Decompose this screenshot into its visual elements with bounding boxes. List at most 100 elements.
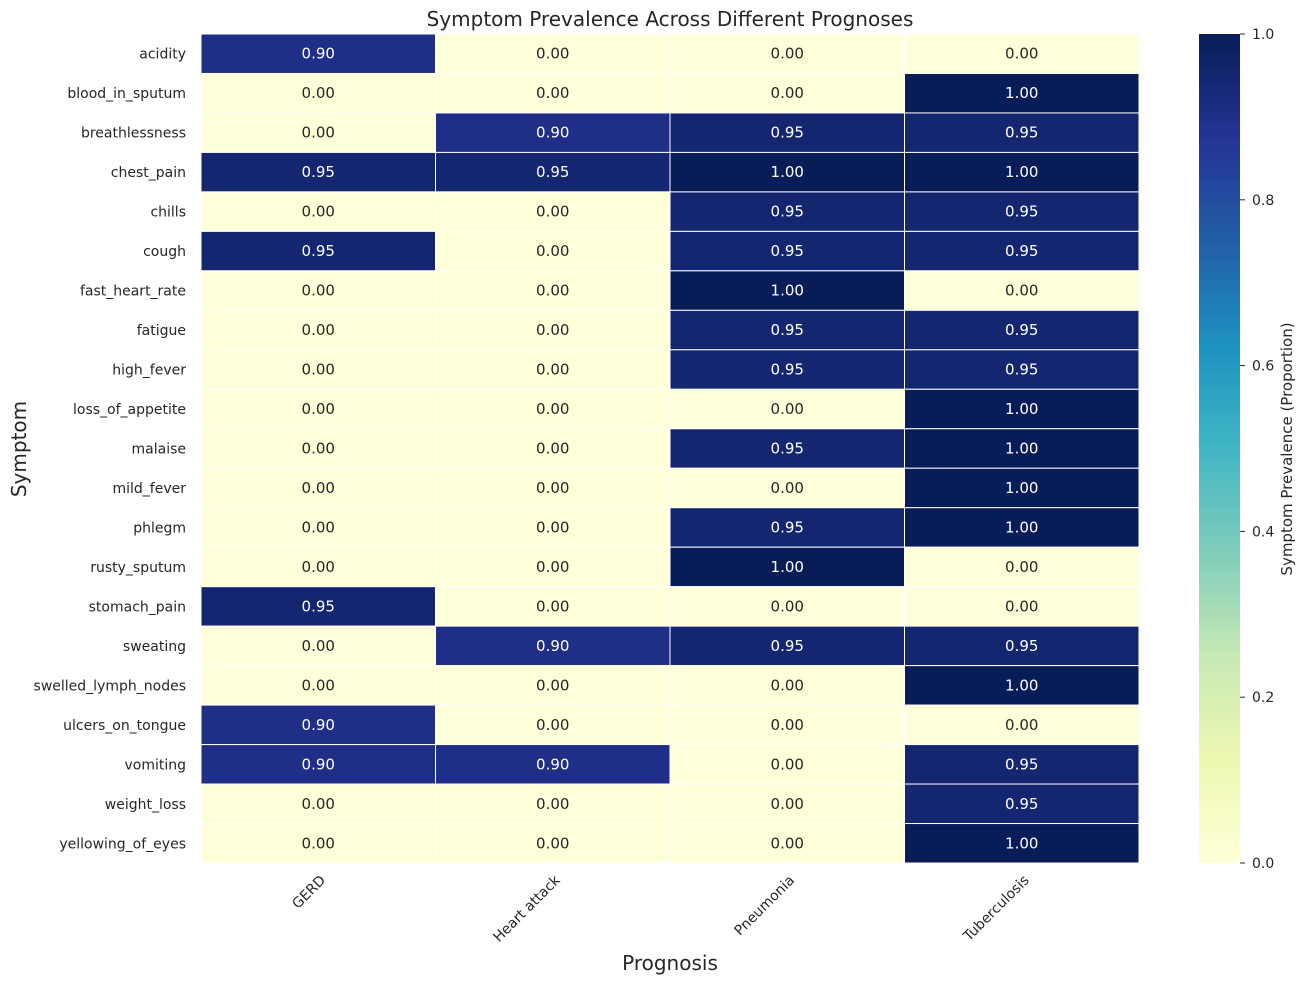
cell-value-label: 0.95 bbox=[771, 518, 804, 536]
y-tick-label: high_fever bbox=[112, 363, 186, 379]
cell-value-label: 0.90 bbox=[302, 716, 335, 734]
y-tick-label: swelled_lymph_nodes bbox=[34, 678, 186, 694]
heatmap-cell bbox=[435, 546, 671, 588]
cell-value-label: 0.00 bbox=[536, 518, 569, 536]
heatmap-cell bbox=[669, 744, 905, 785]
heatmap-cell bbox=[669, 388, 905, 430]
heatmap-cell bbox=[669, 467, 905, 509]
cell-value-label: 1.00 bbox=[771, 163, 804, 181]
heatmap-cell bbox=[200, 388, 436, 430]
cell-value-label: 0.00 bbox=[536, 479, 569, 497]
heatmap-cell bbox=[200, 230, 436, 272]
y-tick-label: mild_fever bbox=[113, 481, 187, 497]
x-axis-title: Prognosis bbox=[622, 951, 718, 975]
y-tick-label: rusty_sputum bbox=[90, 560, 186, 576]
y-tick-label: cough bbox=[143, 244, 186, 260]
heatmap-cell bbox=[435, 704, 671, 746]
y-tick-label: sweating bbox=[123, 639, 186, 655]
y-tick-label: malaise bbox=[132, 442, 186, 458]
cell-value-label: 0.00 bbox=[1005, 558, 1038, 576]
heatmap-cell bbox=[669, 546, 905, 588]
y-tick-label: weight_loss bbox=[105, 797, 186, 813]
cell-value-label: 0.00 bbox=[771, 676, 804, 694]
y-tick-label: stomach_pain bbox=[89, 599, 186, 615]
colorbar-tick-label: 0.8 bbox=[1252, 193, 1274, 209]
heatmap-cell bbox=[200, 309, 436, 351]
heatmap-cell bbox=[435, 230, 671, 272]
cell-value-label: 0.00 bbox=[536, 282, 569, 300]
cell-value-label: 1.00 bbox=[1005, 84, 1038, 102]
cell-value-label: 1.00 bbox=[1005, 518, 1038, 536]
cell-value-label: 0.95 bbox=[302, 597, 335, 615]
heatmap-cell bbox=[435, 33, 671, 74]
cell-value-label: 0.00 bbox=[302, 282, 335, 300]
cell-value-label: 0.95 bbox=[1005, 124, 1038, 142]
heatmap-cell bbox=[904, 823, 1140, 864]
y-tick-label: acidity bbox=[139, 47, 186, 63]
x-tick-label: GERD bbox=[289, 873, 329, 913]
cell-value-label: 0.00 bbox=[771, 84, 804, 102]
cell-value-label: 1.00 bbox=[771, 282, 804, 300]
cell-value-label: 0.00 bbox=[771, 755, 804, 773]
y-tick-label: chills bbox=[150, 205, 186, 221]
cell-value-label: 0.00 bbox=[536, 84, 569, 102]
cell-value-label: 1.00 bbox=[771, 558, 804, 576]
cell-value-label: 0.90 bbox=[302, 45, 335, 63]
x-tick-label: Heart attack bbox=[490, 872, 564, 946]
x-tick-label: Pneumonia bbox=[732, 873, 799, 940]
heatmap-cell bbox=[669, 823, 905, 864]
cell-value-label: 0.00 bbox=[536, 597, 569, 615]
cell-value-label: 0.90 bbox=[536, 124, 569, 142]
cell-value-label: 0.00 bbox=[302, 558, 335, 576]
colorbar-gradient bbox=[1199, 34, 1240, 863]
cell-value-label: 0.00 bbox=[771, 45, 804, 63]
y-tick-label: chest_pain bbox=[111, 165, 186, 181]
cell-value-label: 0.95 bbox=[771, 242, 804, 260]
heatmap-cell bbox=[669, 230, 905, 272]
heatmap-cell bbox=[200, 783, 436, 825]
heatmap-cell bbox=[435, 783, 671, 825]
colorbar-title: Symptom Prevalence (Proportion) bbox=[1278, 322, 1296, 575]
heatmap-cell bbox=[435, 72, 671, 114]
cell-value-label: 0.00 bbox=[302, 479, 335, 497]
heatmap-cell bbox=[904, 230, 1140, 272]
cell-value-label: 0.00 bbox=[302, 676, 335, 694]
cell-value-label: 1.00 bbox=[1005, 479, 1038, 497]
cell-value-label: 0.00 bbox=[536, 242, 569, 260]
heatmap-cell bbox=[904, 507, 1140, 548]
heatmap-cell bbox=[904, 349, 1140, 390]
cell-value-label: 0.95 bbox=[302, 163, 335, 181]
cell-value-label: 0.00 bbox=[771, 597, 804, 615]
y-tick-labels: acidity blood_in_sputum breathlessness ches… bbox=[34, 47, 187, 853]
colorbar-tick-label: 0.0 bbox=[1252, 856, 1274, 872]
y-tick-label: yellowing_of_eyes bbox=[59, 836, 186, 852]
cell-value-label: 0.95 bbox=[771, 361, 804, 379]
heatmap-cell bbox=[904, 665, 1140, 706]
cell-value-label: 0.95 bbox=[771, 440, 804, 458]
cell-value-label: 0.00 bbox=[771, 795, 804, 813]
cell-value-label: 0.95 bbox=[1005, 755, 1038, 773]
heatmap-cell bbox=[904, 467, 1140, 509]
colorbar-tick-label: 0.2 bbox=[1252, 690, 1274, 706]
cell-value-label: 0.00 bbox=[536, 558, 569, 576]
heatmap-cell bbox=[669, 428, 905, 469]
cell-value-label: 0.00 bbox=[536, 676, 569, 694]
heatmap-cell bbox=[904, 744, 1140, 785]
cell-value-label: 0.00 bbox=[1005, 282, 1038, 300]
cell-value-label: 0.00 bbox=[302, 84, 335, 102]
heatmap-cell bbox=[669, 665, 905, 706]
cell-value-label: 0.90 bbox=[536, 637, 569, 655]
heatmap-cell bbox=[200, 191, 436, 232]
cell-value-label: 0.00 bbox=[771, 479, 804, 497]
heatmap-cell bbox=[669, 586, 905, 627]
cell-value-label: 0.95 bbox=[1005, 242, 1038, 260]
cell-value-label: 0.95 bbox=[1005, 637, 1038, 655]
heatmap-cell bbox=[435, 388, 671, 430]
heatmap-cell bbox=[200, 823, 436, 864]
heatmap-cell bbox=[435, 467, 671, 509]
cell-value-label: 1.00 bbox=[1005, 163, 1038, 181]
cell-value-label: 0.00 bbox=[536, 795, 569, 813]
cell-value-label: 0.00 bbox=[302, 400, 335, 418]
y-axis-title: Symptom bbox=[7, 401, 31, 497]
